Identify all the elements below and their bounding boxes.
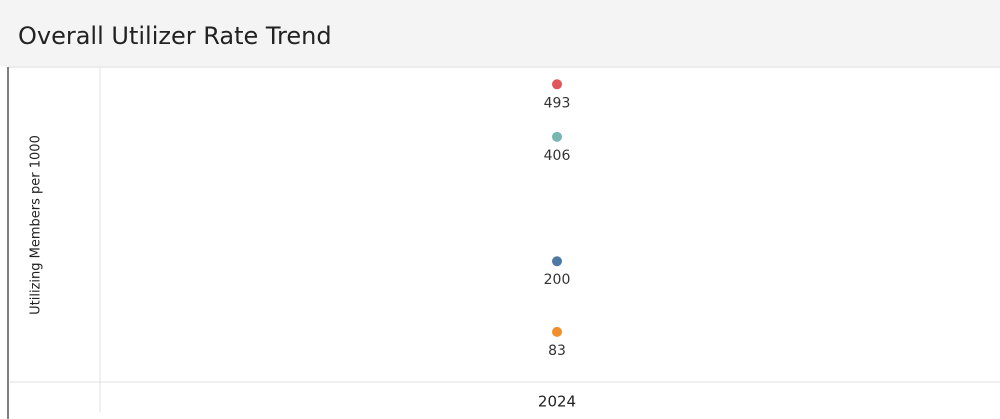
dot xyxy=(552,326,562,337)
x-tick-label: 2024 xyxy=(538,393,576,411)
data-label: 200 xyxy=(544,272,571,288)
chart-title: Overall Utilizer Rate Trend xyxy=(18,22,332,50)
dot xyxy=(552,131,562,142)
data-label: 493 xyxy=(544,95,571,111)
data-label: 83 xyxy=(548,343,566,359)
title-bar xyxy=(0,0,1000,66)
y-axis-title: Utilizing Members per 1000 xyxy=(29,135,44,315)
data-label: 406 xyxy=(544,148,571,164)
dot xyxy=(552,79,562,90)
dot xyxy=(552,256,562,267)
